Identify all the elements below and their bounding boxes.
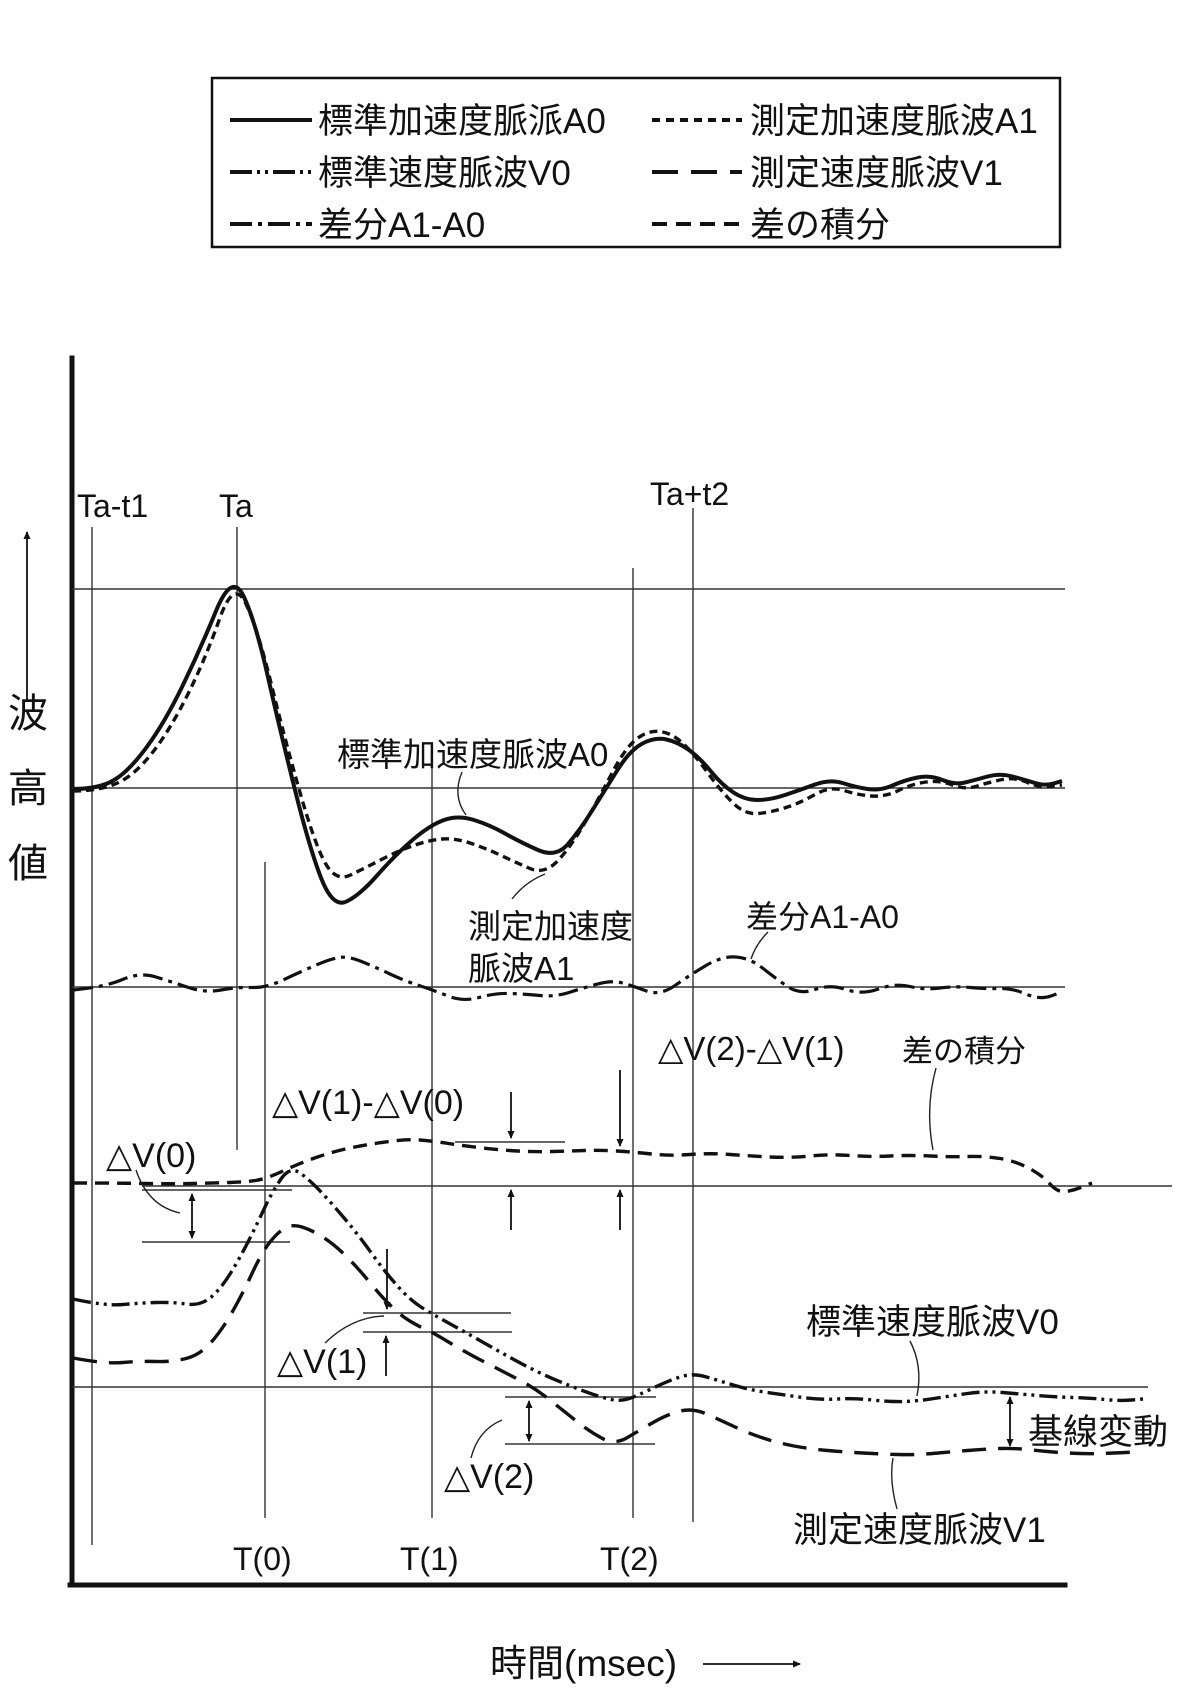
axes — [67, 355, 1068, 1588]
reference-lines — [72, 508, 1172, 1545]
marker-ta: Ta — [219, 488, 253, 524]
curve-v1 — [72, 1224, 1136, 1457]
annotation-dv0: △V(0) — [106, 1137, 196, 1175]
y-axis-label: 波 高 値 — [8, 692, 48, 886]
leader-line — [511, 873, 546, 900]
annotation-dv1: △V(1) — [277, 1343, 367, 1381]
legend-box — [210, 76, 1062, 249]
legend-label-integral: 差の積分 — [750, 206, 890, 245]
leader-line — [324, 1315, 385, 1344]
marker-t0: T(0) — [233, 1541, 292, 1577]
leader-line — [750, 931, 769, 960]
y-axis-label-char3: 値 — [8, 842, 48, 886]
legend-label-diff: 差分A1-A0 — [318, 206, 485, 245]
curve-v0 — [72, 1168, 1144, 1404]
annotation-a1-line2: 脈波A1 — [468, 950, 574, 987]
curve-integral — [72, 1138, 1093, 1194]
leader-line — [909, 1340, 920, 1397]
time-marker-labels: Ta-t1 Ta Ta+t2 T(0) T(1) T(2) — [77, 476, 729, 1577]
leader-line — [890, 1457, 898, 1510]
leader-lines — [135, 771, 937, 1510]
legend-label-a1: 測定加速度脈波A1 — [750, 102, 1038, 141]
waveform-curves — [72, 584, 1144, 1457]
annotation-v1: 測定速度脈波V1 — [793, 1511, 1046, 1550]
marker-t1: T(1) — [400, 1541, 459, 1577]
leader-line — [470, 1419, 503, 1459]
annotation-integral: 差の積分 — [902, 1034, 1026, 1069]
marker-t2: T(2) — [600, 1541, 659, 1577]
annotation-a0: 標準加速度脈波A0 — [337, 736, 608, 773]
x-axis-label: 時間(msec) — [490, 1643, 677, 1684]
annotation-dv1-minus-dv0: △V(1)-△V(0) — [272, 1084, 464, 1122]
leader-line — [928, 1067, 937, 1151]
legend: 標準加速度脈派A0 測定加速度脈波A1 標準速度脈波V0 測定速度脈波V1 差分… — [210, 76, 1062, 249]
curve-diff — [72, 955, 1063, 1001]
annotation-dv2: △V(2) — [444, 1458, 534, 1496]
legend-label-v1: 測定速度脈波V1 — [750, 154, 1003, 193]
legend-label-v0: 標準速度脈波V0 — [318, 154, 571, 193]
leader-line — [457, 771, 467, 816]
marker-ta-plus-t2: Ta+t2 — [650, 476, 729, 512]
annotation-v0: 標準速度脈波V0 — [806, 1303, 1059, 1342]
curve-annotations: 標準加速度脈波A0 測定加速度 脈波A1 差分A1-A0 △V(1)-△V(0)… — [106, 736, 1168, 1550]
y-axis-label-char2: 高 — [8, 767, 48, 811]
annotation-diff: 差分A1-A0 — [746, 899, 899, 935]
annotation-a1-line1: 測定加速度 — [468, 908, 633, 945]
annotation-baseline-shift: 基線変動 — [1028, 1413, 1168, 1452]
legend-label-a0: 標準加速度脈派A0 — [318, 102, 606, 141]
marker-ta-minus-t1: Ta-t1 — [77, 488, 148, 524]
y-axis-label-char1: 波 — [8, 692, 48, 736]
annotation-dv2-minus-dv1: △V(2)-△V(1) — [658, 1030, 844, 1067]
curve-a1 — [72, 592, 1063, 879]
measurement-arrows — [23, 531, 1014, 1668]
leader-line — [135, 1169, 181, 1214]
